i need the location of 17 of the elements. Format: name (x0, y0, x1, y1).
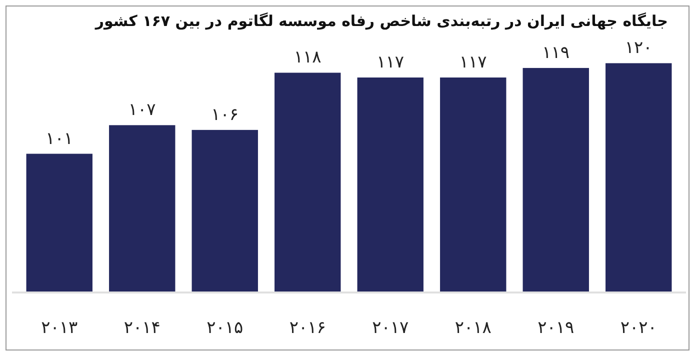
data-label: ۱۰۱ (46, 128, 74, 149)
data-label: ۱۱۹ (542, 42, 570, 63)
data-label: ۱۱۸ (294, 48, 322, 68)
data-label: ۱۰۶ (211, 104, 239, 125)
x-tick-label: ۲۰۱۷ (372, 318, 409, 338)
x-tick-label: ۲۰۱۸ (454, 318, 492, 338)
x-tick-label: ۲۰۱۳ (41, 318, 78, 338)
x-tick-label: ۲۰۲۰ (620, 318, 657, 338)
data-label: ۱۱۷ (376, 52, 404, 72)
text: جایگاه جهانی ایران در رتبه‌بندی شاخص رفاه موسسه لگاتوم در بین ۱۶۷ کشور (94, 12, 668, 30)
data-label: ۱۱۷ (459, 52, 487, 72)
data-label: ۱۲۰ (624, 38, 652, 58)
x-tick-label: ۲۰۱۵ (206, 318, 244, 338)
x-tick-label: ۲۰۱۴ (124, 318, 160, 338)
data-label: ۱۰۷ (128, 100, 156, 120)
x-tick-label: ۲۰۱۹ (538, 318, 574, 338)
x-tick-label: ۲۰۱۶ (289, 318, 326, 338)
